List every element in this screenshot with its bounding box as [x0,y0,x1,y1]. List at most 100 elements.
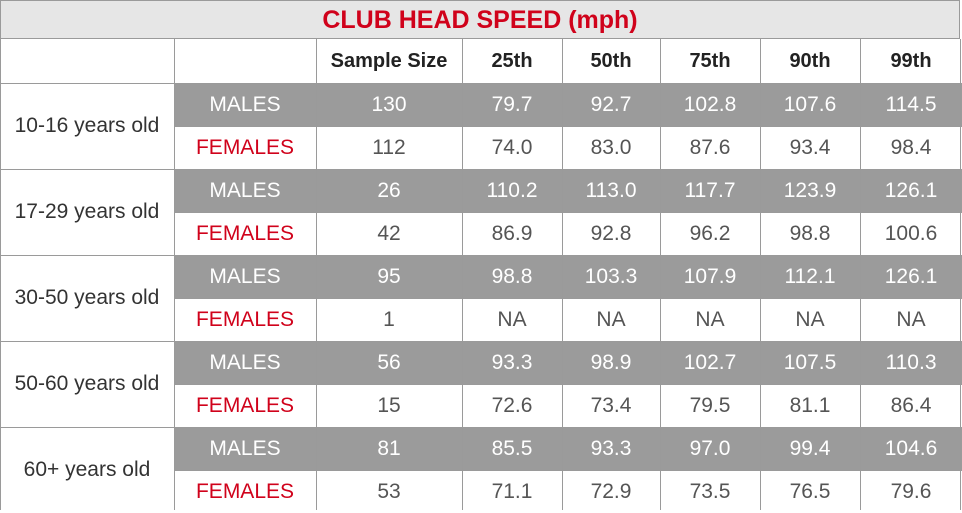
column-header: 50th [590,49,632,72]
row-divider-line [174,126,962,127]
column-divider-line [660,39,661,510]
males-label: MALES [209,264,281,288]
left-border-line [0,39,1,510]
females-label: FEMALES [195,221,295,245]
male-row-background [174,341,962,384]
male-value-cell: 26 [377,178,401,202]
male-value-cell: 97.0 [689,436,731,460]
female-value-cell: 112 [372,135,406,159]
females-label: FEMALES [195,135,295,159]
female-value-cell: NA [596,307,626,331]
male-value-cell: 99.4 [789,436,831,460]
age-group-label: 60+ years old [23,458,151,481]
male-value-cell: 107.9 [683,264,737,288]
male-value-cell: 107.5 [783,350,837,374]
male-value-cell: 117.7 [684,178,736,202]
female-value-cell: 83.0 [590,135,632,159]
female-value-cell: 73.5 [689,479,731,503]
male-row-background [174,427,962,470]
male-value-cell: 104.6 [884,436,938,460]
male-value-cell: 126.1 [884,264,938,288]
male-value-cell: 98.9 [590,350,632,374]
group-divider-line [0,341,962,342]
male-value-cell: 79.7 [491,92,533,116]
column-divider-line [174,39,175,510]
male-value-cell: 110.2 [486,178,538,202]
male-row-background [174,169,962,212]
male-value-cell: 98.8 [491,264,533,288]
male-value-cell: 102.7 [683,350,737,374]
row-divider-line [174,470,962,471]
female-value-cell: 86.4 [890,393,932,417]
females-label: FEMALES [195,307,295,331]
male-value-cell: 93.3 [491,350,533,374]
female-value-cell: 53 [377,479,401,503]
female-value-cell: 98.4 [890,135,932,159]
column-divider-line [562,39,563,510]
males-label: MALES [209,350,281,374]
female-value-cell: 86.9 [491,221,533,245]
group-divider-line [0,255,962,256]
male-value-cell: 107.6 [783,92,837,116]
age-group-label: 50-60 years old [14,372,160,395]
females-label: FEMALES [195,479,295,503]
male-value-cell: 123.9 [783,178,837,202]
age-group-label: 17-29 years old [14,200,160,223]
group-divider-line [0,169,962,170]
male-value-cell: 114.5 [885,92,937,116]
female-value-cell: 93.4 [789,135,831,159]
column-header: 90th [789,49,831,72]
column-header: 75th [689,49,731,72]
column-header: Sample Size [330,49,448,72]
column-divider-line [316,39,317,510]
male-value-cell: 113.0 [585,178,637,202]
right-border-line [960,39,961,510]
column-divider-line [860,39,861,510]
males-label: MALES [209,178,281,202]
male-value-cell: 92.7 [590,92,632,116]
female-value-cell: 15 [377,393,401,417]
male-value-cell: 110.3 [885,350,937,374]
row-divider-line [174,384,962,385]
header-bottom-line [0,83,962,84]
female-value-cell: 72.6 [491,393,533,417]
male-row-background [174,83,962,126]
column-divider-line [462,39,463,510]
female-value-cell: 76.5 [789,479,831,503]
female-value-cell: NA [497,307,527,331]
male-value-cell: 126.1 [884,178,938,202]
female-value-cell: 100.6 [884,221,938,245]
female-value-cell: 72.9 [590,479,632,503]
female-value-cell: 92.8 [590,221,632,245]
row-divider-line [174,298,962,299]
age-group-label: 30-50 years old [14,286,160,309]
female-value-cell: 1 [383,307,395,331]
male-value-cell: 112.1 [784,264,836,288]
female-value-cell: 96.2 [689,221,731,245]
male-value-cell: 102.8 [683,92,737,116]
male-value-cell: 81 [377,436,401,460]
column-header: 25th [491,49,533,72]
female-value-cell: 81.1 [789,393,831,417]
table-title: CLUB HEAD SPEED (mph) [0,0,960,39]
group-divider-line [0,427,962,428]
column-divider-line [760,39,761,510]
female-value-cell: 87.6 [689,135,731,159]
female-value-cell: 74.0 [491,135,533,159]
female-value-cell: NA [695,307,725,331]
age-group-label: 10-16 years old [14,114,160,137]
male-value-cell: 95 [377,264,401,288]
male-value-cell: 93.3 [590,436,632,460]
male-row-background [174,255,962,298]
male-value-cell: 56 [377,350,401,374]
females-label: FEMALES [195,393,295,417]
female-value-cell: 71.1 [491,479,533,503]
row-divider-line [174,212,962,213]
male-value-cell: 130 [371,92,407,116]
males-label: MALES [209,92,281,116]
males-label: MALES [209,436,281,460]
female-value-cell: 79.5 [689,393,731,417]
female-value-cell: NA [795,307,825,331]
female-value-cell: 42 [377,221,401,245]
